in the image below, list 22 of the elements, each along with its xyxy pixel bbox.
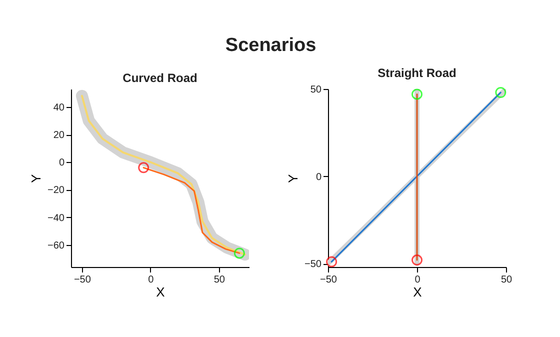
y-axis-title: Y <box>286 174 301 183</box>
x-tick-label: 50 <box>214 274 226 286</box>
y-tick-label: 50 <box>310 84 322 96</box>
x-tick-label: 0 <box>148 274 154 286</box>
x-axis-title: X <box>413 284 422 300</box>
y-tick-label: −60 <box>48 240 65 252</box>
y-tick-label: 40 <box>53 102 65 114</box>
chart-title: Straight Road <box>378 66 456 80</box>
y-tick-label: −50 <box>304 259 322 270</box>
y-tick-label: −40 <box>48 212 65 224</box>
chart-title: Curved Road <box>122 71 198 85</box>
x-axis-title: X <box>156 284 166 300</box>
y-axis-title: Y <box>28 174 44 183</box>
x-tick-label: 50 <box>500 274 512 286</box>
x-tick-label: 0 <box>414 274 421 286</box>
y-tick-label: 0 <box>58 158 65 169</box>
y-tick-label: 0 <box>316 172 322 183</box>
y-tick-label: −20 <box>48 185 65 196</box>
y-tick-label: 20 <box>53 130 65 142</box>
x-tick-label: −50 <box>320 274 338 286</box>
text: Scenarios <box>225 35 316 56</box>
x-tick-label: −50 <box>74 274 92 286</box>
